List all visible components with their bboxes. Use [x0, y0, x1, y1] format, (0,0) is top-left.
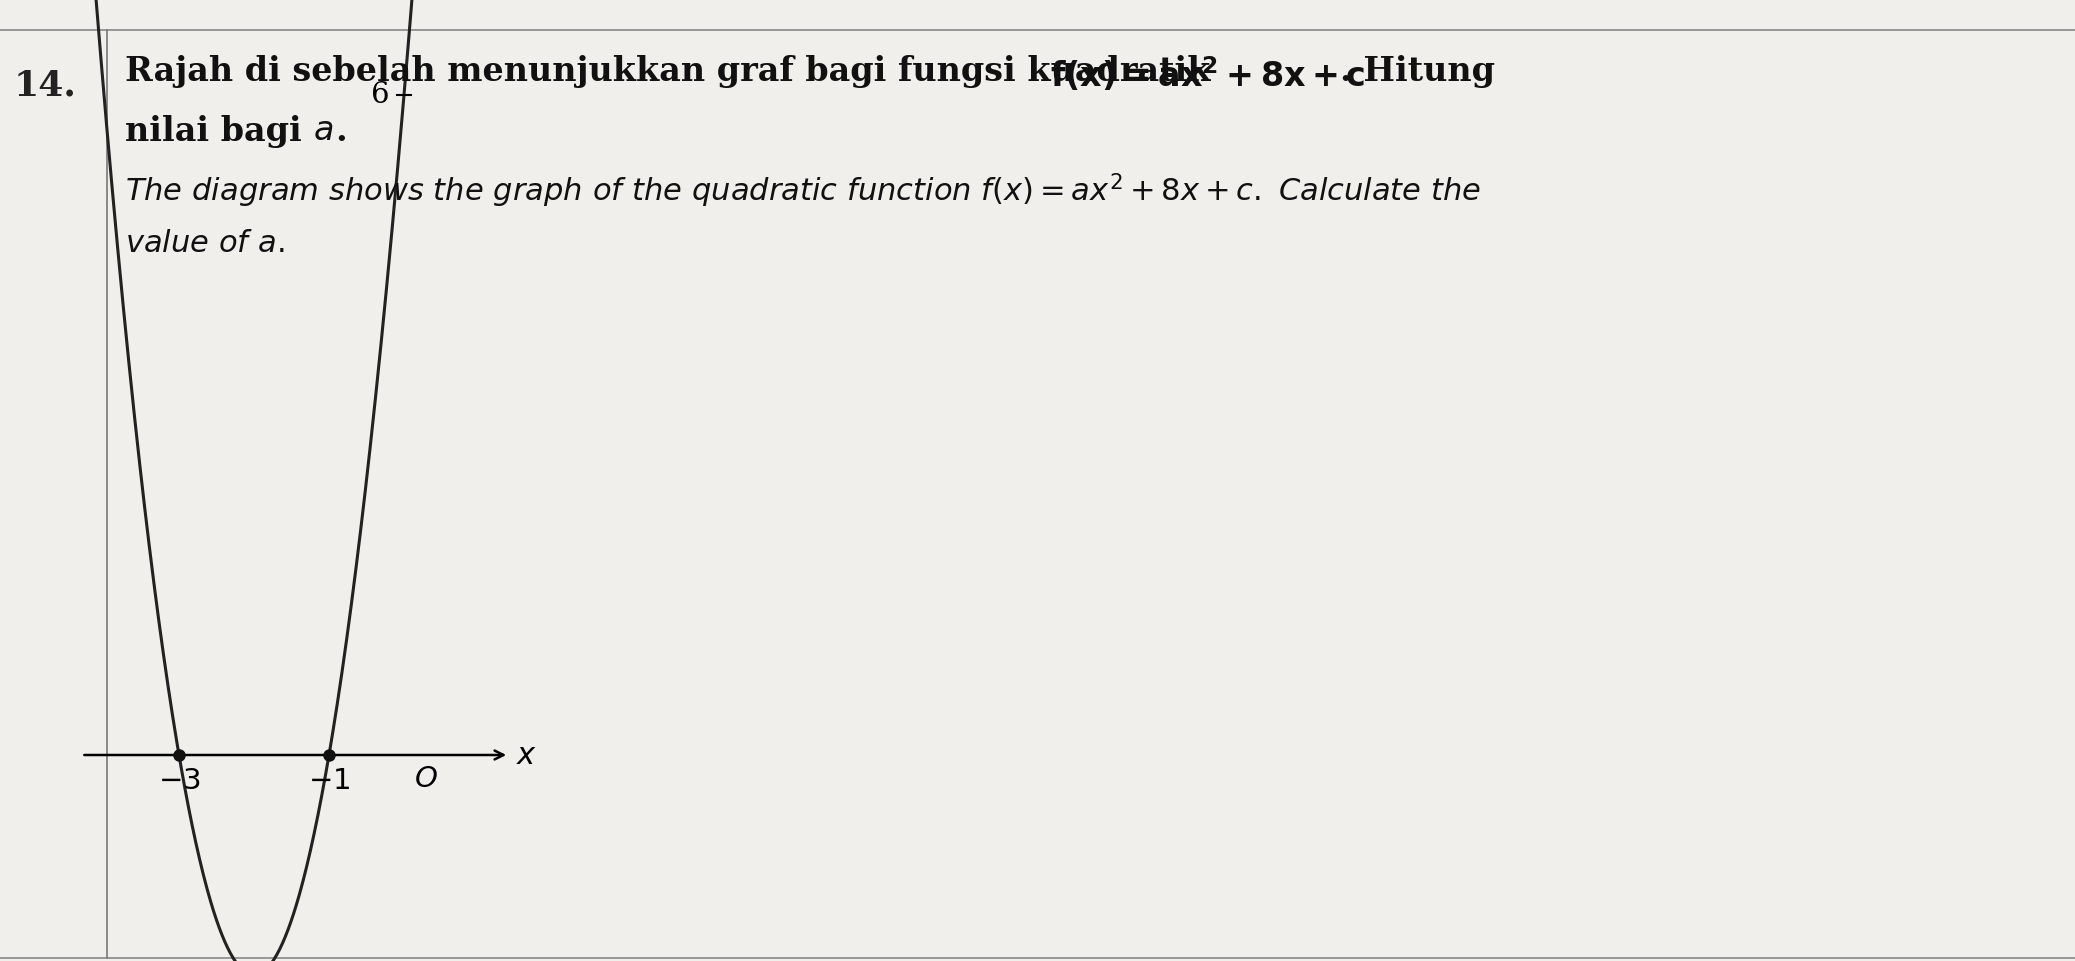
Text: $-1$: $-1$	[307, 767, 351, 795]
Text: $\mathit{The\ diagram\ shows\ the\ graph\ of\ the\ quadratic\ function}$$\ \math: $\mathit{The\ diagram\ shows\ the\ graph…	[124, 172, 1482, 210]
Text: $O$: $O$	[415, 765, 438, 793]
Text: $\mathbf{f(x) = ax^2 + 8x + c}$: $\mathbf{f(x) = ax^2 + 8x + c}$	[1050, 55, 1365, 94]
Text: Rajah di sebelah menunjukkan graf bagi fungsi kuadratik: Rajah di sebelah menunjukkan graf bagi f…	[124, 55, 1222, 88]
Text: . Hitung: . Hitung	[1340, 55, 1494, 88]
Text: $\mathit{value\ of\ a.}$: $\mathit{value\ of\ a.}$	[124, 228, 284, 259]
Text: 6: 6	[371, 81, 390, 109]
Text: $\mathbf{\mathit{a}}$: $\mathbf{\mathit{a}}$	[313, 115, 334, 147]
Text: nilai bagi: nilai bagi	[124, 115, 313, 148]
Text: $x$: $x$	[517, 740, 537, 771]
Text: $-3$: $-3$	[158, 767, 201, 795]
Text: 14.: 14.	[15, 68, 77, 102]
Text: .: .	[334, 115, 347, 148]
